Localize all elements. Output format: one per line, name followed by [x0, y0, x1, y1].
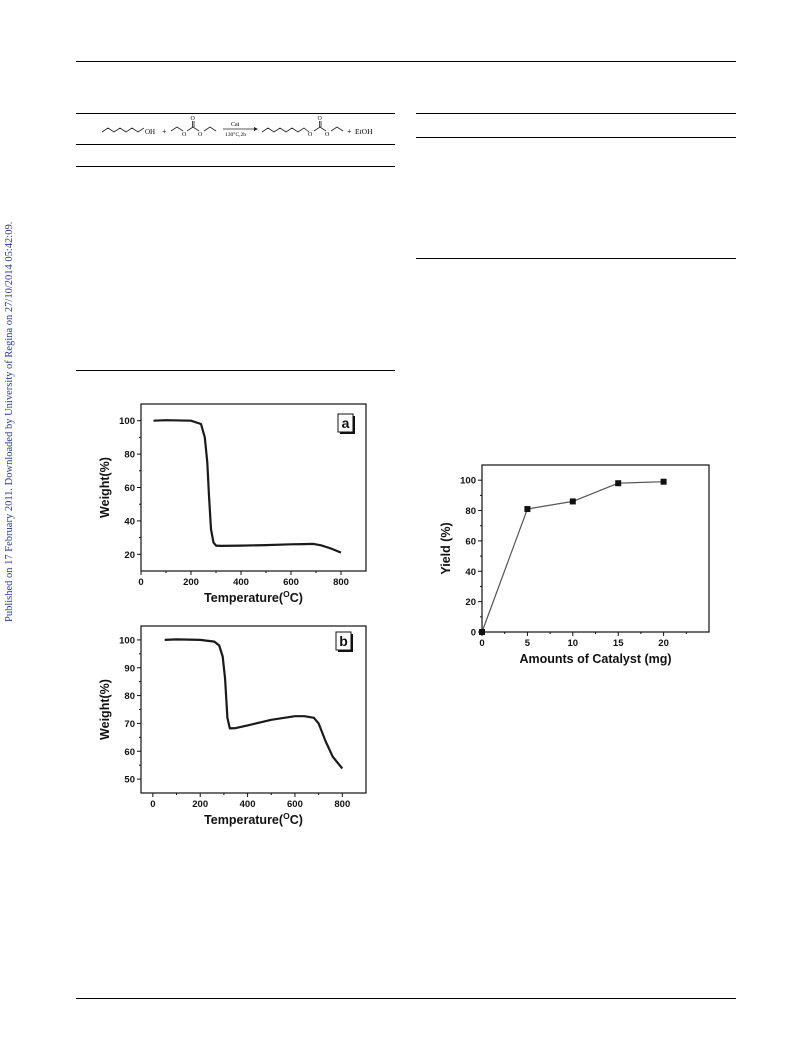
tga-b-ytick-label: 70 [124, 719, 135, 730]
tga-a-ytick-label: 80 [124, 450, 135, 461]
tga-a-ytick-label: 60 [124, 483, 135, 494]
yield-data-point [615, 480, 622, 487]
tga-b-ytick-label: 60 [124, 747, 135, 758]
tga-a-series-line [153, 419, 342, 554]
tga-a-ytick-label: 100 [119, 416, 135, 427]
scheme-table-rule-3 [76, 166, 395, 167]
yield-chart: 0 5 10 15 20 0 20 40 60 80 100 Amounts of Catalyst … [436, 456, 726, 676]
yield-ytick-label: 40 [465, 567, 476, 578]
publication-watermark-text: Published on 17 February 2011. Downloade… [4, 221, 15, 622]
yield-data-point [569, 498, 576, 505]
tga-b-xtick-label: 200 [192, 799, 208, 810]
carbonate-o-left: O [182, 132, 187, 138]
yield-ytick-label: 60 [465, 536, 476, 547]
tga-b-series-line [164, 638, 344, 770]
right-table-top-rule [416, 113, 736, 114]
tga-b-ytick-label: 80 [124, 691, 135, 702]
product-o-right: O [325, 132, 330, 138]
octanol-chain [101, 127, 145, 133]
right-table-mid-rule [416, 137, 736, 138]
plus-1: + [162, 127, 167, 136]
tga-chart-a: 0 200 400 600 800 20 40 60 80 100 Temperature(OC) W… [96, 400, 376, 610]
yield-ytick-label: 100 [460, 476, 476, 487]
tga-b-xtick-label: 600 [287, 799, 303, 810]
yield-xtick-label: 20 [658, 638, 669, 649]
tga-a-xtick-label: 600 [283, 577, 299, 588]
yield-data-point [660, 478, 667, 485]
ethanol-label: EtOH [355, 127, 373, 136]
product-o-ester: O [308, 132, 313, 138]
tga-b-xtick-label: 400 [240, 799, 256, 810]
arrow-bottom-label: 130°C,2h [225, 131, 246, 138]
yield-ytick-label: 0 [471, 628, 476, 639]
carbonate-carbonyl-o: O [191, 116, 196, 122]
tga-b-xtick-label: 0 [150, 799, 155, 810]
tga-b-panel-badge [335, 631, 352, 651]
yield-xtick-label: 15 [613, 638, 624, 649]
yield-plot-frame [481, 464, 710, 633]
yield-data-point [479, 629, 485, 635]
scheme-table-bottom-rule [76, 370, 395, 371]
tga-chart-b: 0 200 400 600 800 50 60 70 80 90 100 Temperature(OC… [96, 622, 376, 832]
plus-2: + [347, 127, 352, 136]
tga-a-ytick-label: 20 [124, 550, 135, 561]
arrow-top-label: Cat [231, 122, 240, 128]
octanol-oh: OH [145, 128, 155, 136]
tga-b-ytick-label: 100 [119, 635, 135, 646]
diethyl-carbonate-left [170, 126, 184, 132]
yield-data-point [524, 506, 531, 513]
yield-xtick-label: 10 [568, 638, 579, 649]
tga-a-xtick-label: 0 [138, 577, 143, 588]
tga-a-xlabel: Temperature(OC) [204, 589, 303, 605]
yield-xlabel: Amounts of Catalyst (mg) [519, 652, 671, 666]
product-carbonyl [313, 126, 327, 132]
yield-ytick-label: 80 [465, 506, 476, 517]
yield-ylabel: Yield (%) [439, 522, 453, 574]
tga-b-xtick-label: 800 [334, 799, 350, 810]
reaction-arrowhead [254, 127, 258, 131]
header-rule [76, 61, 736, 62]
tga-b-ytick-label: 50 [124, 775, 135, 786]
tga-a-xtick-label: 200 [183, 577, 199, 588]
tga-a-xtick-label: 800 [333, 577, 349, 588]
diethyl-carbonate-center [186, 126, 200, 132]
yield-xtick-label: 0 [479, 638, 484, 649]
diethyl-carbonate-right [203, 126, 217, 132]
product-chain [261, 127, 310, 133]
footer-rule [76, 998, 736, 999]
yield-xtick-label: 5 [525, 638, 531, 649]
tga-a-panel-badge [337, 413, 354, 433]
tga-b-xlabel: Temperature(OC) [204, 811, 303, 827]
product-ethyl [330, 126, 344, 132]
tga-a-panel-label: a [342, 415, 350, 431]
right-table-bottom-rule [416, 258, 736, 259]
product-carbonyl-o: O [318, 116, 323, 122]
tga-a-ytick-label: 40 [124, 516, 135, 527]
carbonate-o-right: O [198, 132, 203, 138]
tga-b-ytick-label: 90 [124, 663, 135, 674]
tga-b-plot-frame [140, 625, 367, 794]
tga-a-ylabel: Weight(%) [98, 457, 112, 518]
tga-b-ylabel: Weight(%) [98, 679, 112, 740]
tga-b-panel-label: b [339, 633, 348, 649]
tga-a-xtick-label: 400 [233, 577, 249, 588]
scheme-table-top-rule [76, 113, 395, 114]
scheme-table-mid-rule [76, 144, 395, 145]
reaction-scheme: OH + O O O Cat 130°C,2h O O O + EtOH [78, 114, 394, 144]
yield-ytick-label: 20 [465, 597, 476, 608]
